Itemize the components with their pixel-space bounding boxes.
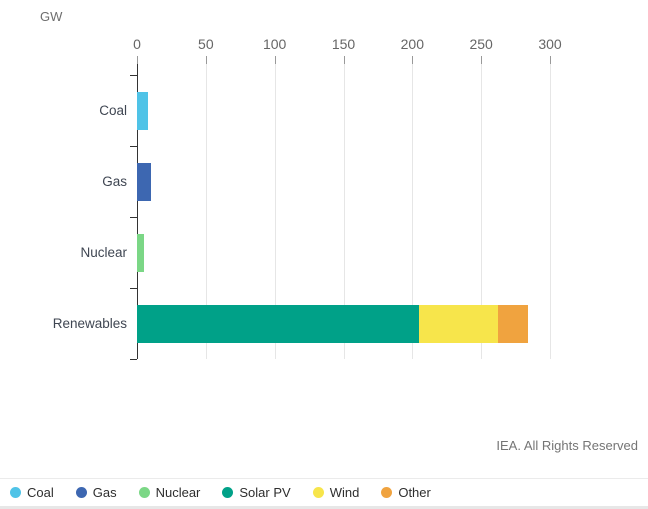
legend-item-solar-pv[interactable]: Solar PV [222, 485, 291, 500]
bar-segment-coal[interactable] [137, 91, 148, 130]
legend-item-gas[interactable]: Gas [75, 485, 117, 500]
legend-item-nuclear[interactable]: Nuclear [138, 485, 201, 500]
x-tick-label: 100 [262, 36, 287, 52]
x-axis-tick [205, 56, 207, 64]
category-label: Coal [99, 103, 127, 118]
bottom-divider [0, 506, 648, 509]
x-axis-tick [412, 56, 414, 64]
bar-segment-nuclear[interactable] [137, 233, 144, 272]
x-axis-tick [343, 56, 345, 64]
x-axis-tick [481, 56, 483, 64]
gridline [412, 64, 414, 359]
x-tick-label: 150 [331, 36, 356, 52]
y-axis-tick [130, 359, 137, 360]
legend-label: Nuclear [155, 485, 201, 500]
legend-marker-icon [75, 487, 87, 498]
y-axis-tick [130, 75, 137, 76]
legend-label: Coal [27, 485, 54, 500]
legend-marker-icon [138, 487, 150, 498]
bar-segment-solar-pv[interactable] [137, 304, 420, 343]
legend-item-other[interactable]: Other [381, 485, 431, 500]
category-label: Renewables [52, 316, 127, 331]
bar-segment-other[interactable] [497, 304, 528, 343]
credit-text: IEA. All Rights Reserved [496, 438, 638, 453]
legend-item-coal[interactable]: Coal [10, 485, 54, 500]
x-tick-label: 0 [133, 36, 141, 52]
y-axis-unit-label: GW [40, 9, 63, 24]
chart-legend: Coal Gas Nuclear Solar PV Wind Other [0, 478, 648, 506]
legend-label: Wind [329, 485, 360, 500]
legend-label: Other [398, 485, 431, 500]
y-axis-tick [130, 146, 137, 147]
y-axis-tick [130, 288, 137, 289]
x-tick-label: 50 [198, 36, 214, 52]
legend-marker-icon [312, 487, 324, 498]
gridline [274, 64, 276, 359]
gridline [205, 64, 207, 359]
gridline [481, 64, 483, 359]
plot-area: 0 50 100 150 200 250 300 Coal Gas Nuclear Renewabl… [53, 36, 562, 360]
x-tick-label: 250 [469, 36, 493, 52]
x-axis-tick [550, 56, 551, 64]
legend-label: Gas [92, 485, 117, 500]
x-tick-label: 300 [538, 36, 562, 52]
y-axis-tick [130, 217, 137, 218]
bar-segment-wind[interactable] [419, 304, 498, 343]
legend-marker-icon [381, 487, 393, 498]
category-label: Nuclear [80, 245, 127, 260]
x-axis-tick [274, 56, 276, 64]
bar-segment-gas[interactable] [137, 162, 151, 201]
gridline [343, 64, 345, 359]
legend-marker-icon [10, 487, 21, 498]
legend-marker-icon [222, 487, 234, 498]
gridline [550, 64, 551, 359]
legend-item-wind[interactable]: Wind [312, 485, 360, 500]
x-tick-label: 200 [400, 36, 424, 52]
x-axis-tick [137, 56, 138, 64]
y-axis-line [137, 64, 138, 359]
legend-label: Solar PV [239, 485, 291, 500]
category-label: Gas [102, 174, 127, 189]
